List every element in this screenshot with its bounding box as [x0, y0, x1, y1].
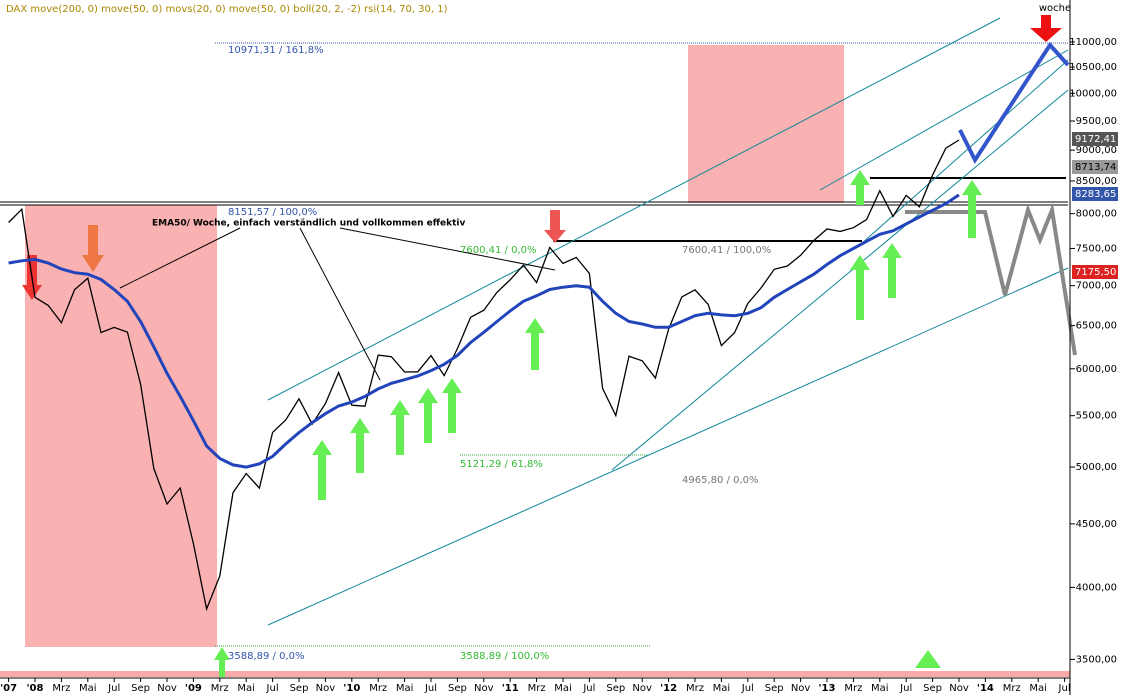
- y-tick-label: 5000,00: [1076, 462, 1117, 473]
- x-tick-label: Nov: [474, 683, 494, 694]
- price-tag-label: 9172,41: [1075, 134, 1116, 145]
- x-tick-label: Nov: [316, 683, 336, 694]
- note-arrows: [119, 227, 556, 381]
- bottom-band: [0, 671, 1070, 677]
- period-label: woche: [1039, 3, 1071, 14]
- x-tick-label: Mai: [554, 683, 572, 694]
- y-tick-label: 11000,00: [1069, 37, 1117, 48]
- x-tick-label: Mai: [396, 683, 414, 694]
- x-tick-label: Jul: [107, 683, 120, 694]
- price-tag: [1072, 265, 1118, 279]
- x-tick-label: Nov: [632, 683, 652, 694]
- projection-down: [905, 202, 1077, 356]
- fib-label: 7600,41 / 100,0%: [682, 245, 771, 256]
- x-tick-label: Jul: [741, 683, 754, 694]
- x-tick-label: Mrz: [528, 683, 546, 694]
- x-tick-label: Mai: [79, 683, 97, 694]
- x-tick-label: '08: [27, 683, 44, 694]
- x-tick-label: '13: [819, 683, 836, 694]
- fib-label: 5121,29 / 61,8%: [460, 459, 543, 470]
- x-tick-label: '11: [502, 683, 519, 694]
- x-tick-label: Nov: [949, 683, 969, 694]
- x-tick-label: Sep: [923, 683, 942, 694]
- y-tick-label: 7000,00: [1076, 281, 1117, 292]
- x-tick-label: Jul: [899, 683, 912, 694]
- x-tick-label: '14: [977, 683, 994, 694]
- fib-label: 7600,41 / 0,0%: [460, 245, 536, 256]
- x-tick-label: Nov: [157, 683, 177, 694]
- price-tag-label: 8713,74: [1075, 162, 1116, 173]
- fib-label: 10971,31 / 161,8%: [228, 45, 324, 56]
- price-tag-label: 8283,65: [1075, 189, 1116, 200]
- x-tick-label: Mrz: [686, 683, 704, 694]
- y-tick-label: 10500,00: [1069, 62, 1117, 73]
- y-tick-label: 8000,00: [1076, 209, 1117, 220]
- fib-label: 3588,89 / 0,0%: [228, 651, 304, 662]
- x-tick-label: Mrz: [52, 683, 70, 694]
- x-tick-label: Mai: [237, 683, 255, 694]
- x-tick-label: Nov: [791, 683, 811, 694]
- signal-arrows: [22, 15, 1062, 677]
- x-tick-label: '09: [185, 683, 202, 694]
- bear-zone: [25, 205, 217, 647]
- y-tick-label: 3500,00: [1076, 654, 1117, 665]
- fib-label: 4965,80 / 0,0%: [682, 475, 758, 486]
- fib-label: 3588,89 / 100,0%: [460, 651, 549, 662]
- x-tick-label: Sep: [290, 683, 309, 694]
- x-tick-label: Sep: [765, 683, 784, 694]
- x-tick-label: Mai: [871, 683, 889, 694]
- x-tick-label: '10: [343, 683, 360, 694]
- price-tag: [1072, 160, 1118, 174]
- y-tick-label: 5500,00: [1076, 411, 1117, 422]
- x-tick-label: '07: [0, 683, 17, 694]
- y-tick-label: 6500,00: [1076, 321, 1117, 332]
- y-tick-label: 9000,00: [1076, 145, 1117, 156]
- x-tick-label: Jul: [266, 683, 279, 694]
- x-tick-label: Mrz: [211, 683, 229, 694]
- projection-up: [958, 41, 1070, 165]
- x-tick-label: Jul: [1058, 683, 1071, 694]
- price-tag-label: 7175,50: [1075, 267, 1116, 278]
- x-tick-label: Sep: [606, 683, 625, 694]
- chart-title: DAX move(200, 0) move(50, 0) movs(20, 0)…: [6, 4, 448, 15]
- x-tick-label: Mrz: [844, 683, 862, 694]
- y-tick-label: 7500,00: [1076, 243, 1117, 254]
- y-tick-label: 4000,00: [1076, 582, 1117, 593]
- y-tick-label: 8500,00: [1076, 176, 1117, 187]
- x-tick-label: Mrz: [369, 683, 387, 694]
- y-tick-label: 9500,00: [1076, 116, 1117, 127]
- y-tick-label: 10000,00: [1069, 88, 1117, 99]
- price-line: [8, 139, 960, 612]
- ema-note: EMA50/ Woche, einfach verständlich und v…: [152, 219, 466, 229]
- x-tick-label: Mai: [713, 683, 731, 694]
- x-tick-label: Jul: [424, 683, 437, 694]
- y-tick-label: 4500,00: [1076, 519, 1117, 530]
- ema-line: [8, 193, 960, 469]
- x-tick-label: Jul: [582, 683, 595, 694]
- price-tag: [1072, 187, 1118, 201]
- price-tag: [1072, 132, 1118, 146]
- x-tick-label: Sep: [448, 683, 467, 694]
- target-zone: [688, 45, 844, 203]
- x-tick-label: Sep: [131, 683, 150, 694]
- x-tick-label: Mai: [1029, 683, 1047, 694]
- x-tick-label: '12: [660, 683, 677, 694]
- x-tick-label: Mrz: [1003, 683, 1021, 694]
- fib-label: 8151,57 / 100,0%: [228, 207, 317, 218]
- y-tick-label: 6000,00: [1076, 364, 1117, 375]
